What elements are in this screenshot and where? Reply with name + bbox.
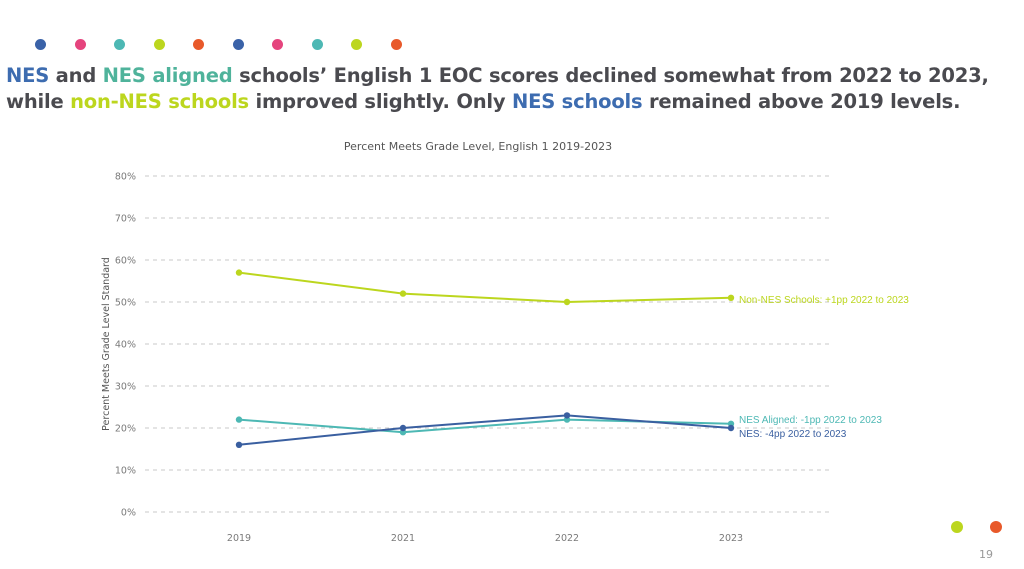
end-label: NES Aligned: -1pp 2022 to 2023 bbox=[739, 415, 882, 426]
decorative-dot bbox=[114, 39, 125, 50]
data-point bbox=[563, 412, 571, 419]
decorative-dots-bottom bbox=[951, 521, 1024, 533]
decorative-dot bbox=[990, 521, 1002, 533]
data-point bbox=[235, 269, 243, 276]
data-point bbox=[727, 424, 735, 432]
y-tick-label: 10% bbox=[115, 466, 136, 477]
decorative-dot bbox=[193, 39, 204, 50]
decorative-dot bbox=[272, 39, 283, 50]
y-tick-label: 30% bbox=[115, 382, 136, 393]
y-axis-ticks: 0% 10% 20% 30% 40% 50% 60% 70% 80% bbox=[115, 172, 136, 519]
decorative-dots-top bbox=[35, 39, 430, 50]
y-tick-label: 70% bbox=[115, 214, 136, 225]
y-tick-label: 60% bbox=[115, 256, 136, 267]
headline-segment: NES schools bbox=[512, 90, 643, 113]
data-point bbox=[235, 416, 243, 423]
headline-segment: NES bbox=[6, 64, 50, 87]
decorative-dot bbox=[311, 39, 323, 50]
x-tick-label: 2019 bbox=[227, 533, 251, 544]
headline-line-1: NES and NES aligned schools’ English 1 E… bbox=[6, 63, 1016, 89]
y-tick-label: 20% bbox=[115, 424, 136, 435]
data-point bbox=[399, 290, 407, 297]
headline-segment: non-NES schools bbox=[70, 90, 249, 113]
decorative-dot bbox=[390, 39, 402, 50]
series-group: Non-NES Schools: +1pp 2022 to 2023 NES Al… bbox=[235, 269, 909, 448]
series-line bbox=[238, 414, 732, 446]
headline-segment: and bbox=[49, 64, 103, 87]
chart-title: Percent Meets Grade Level, English 1 201… bbox=[0, 140, 980, 153]
data-point bbox=[399, 424, 407, 432]
decorative-dot bbox=[153, 39, 165, 50]
data-point bbox=[727, 294, 735, 301]
headline-segment: improved slightly. Only bbox=[248, 90, 512, 113]
end-label: NES: -4pp 2022 to 2023 bbox=[739, 429, 847, 440]
x-axis-ticks: 2019 2021 2022 2023 bbox=[227, 533, 743, 544]
decorative-dot bbox=[351, 39, 362, 50]
data-point bbox=[563, 298, 571, 306]
series-non-nes-schools: Non-NES Schools: +1pp 2022 to 2023 bbox=[235, 269, 909, 306]
y-tick-label: 0% bbox=[121, 508, 136, 519]
y-tick-label: 40% bbox=[115, 340, 136, 351]
series-nes: NES: -4pp 2022 to 2023 bbox=[235, 412, 847, 448]
headline-segment: remained above 2019 levels. bbox=[642, 90, 961, 113]
data-point bbox=[235, 441, 243, 448]
headline-line-2: while non-NES schools improved slightly.… bbox=[6, 89, 1016, 115]
decorative-dot bbox=[232, 39, 244, 50]
page-number: 19 bbox=[979, 548, 993, 561]
decorative-dot bbox=[951, 521, 963, 533]
end-label: Non-NES Schools: +1pp 2022 to 2023 bbox=[739, 295, 909, 306]
gridlines bbox=[145, 175, 830, 513]
chart-title-text: Percent Meets Grade Level, English 1 201… bbox=[343, 140, 613, 153]
x-tick-label: 2021 bbox=[391, 533, 415, 544]
headline-segment: NES aligned bbox=[102, 64, 233, 87]
y-tick-label: 50% bbox=[115, 298, 136, 309]
x-tick-label: 2023 bbox=[719, 533, 743, 544]
headline-segment: while bbox=[6, 90, 71, 113]
slide-headline: NES and NES aligned schools’ English 1 E… bbox=[6, 63, 1016, 115]
decorative-dot bbox=[35, 39, 46, 50]
headline-segment: schools’ English 1 EOC scores declined s… bbox=[232, 64, 989, 87]
y-axis-title: Percent Meets Grade Level Standard bbox=[101, 257, 112, 431]
decorative-dot bbox=[74, 39, 86, 50]
y-tick-label: 80% bbox=[115, 172, 136, 183]
series-line bbox=[238, 271, 732, 304]
x-tick-label: 2022 bbox=[555, 533, 579, 544]
